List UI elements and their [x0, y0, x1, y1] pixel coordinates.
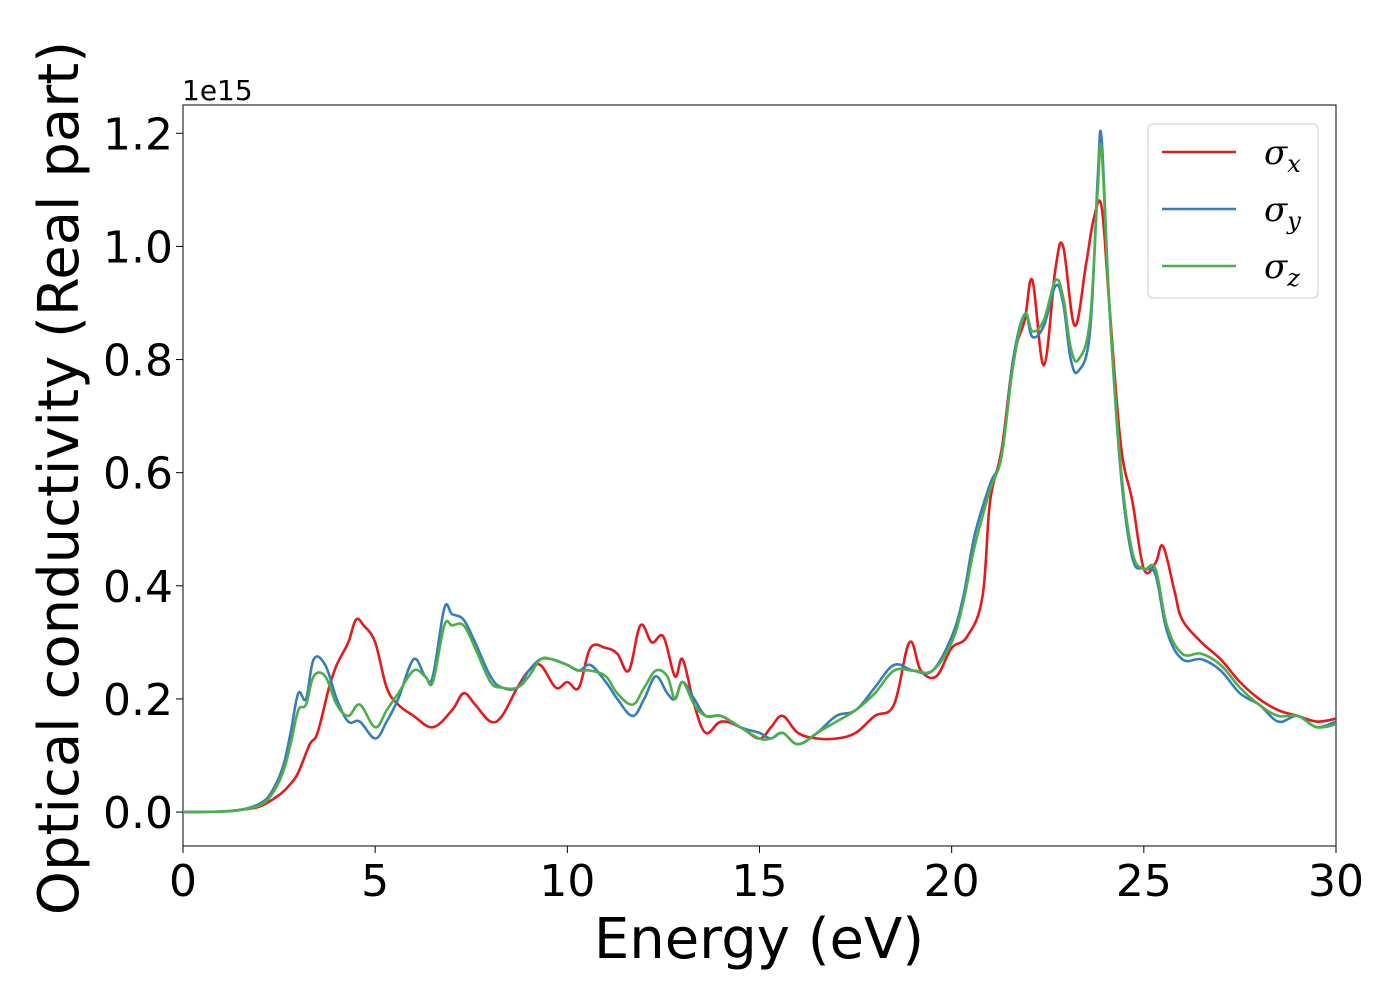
legend-label-y: σy — [1264, 190, 1301, 235]
legend-label-z: σz — [1264, 247, 1300, 292]
y-tick-label: 0.2 — [103, 675, 173, 726]
y-tick-label: 1.0 — [103, 222, 173, 273]
y-axis-offset-text: 1e15 — [182, 74, 253, 107]
plot-area — [182, 104, 1337, 847]
x-tick-label: 15 — [732, 856, 788, 907]
series-lines — [182, 129, 1337, 814]
x-tick-label: 10 — [539, 856, 595, 907]
x-tick-label: 25 — [1116, 856, 1172, 907]
x-tick-label: 20 — [924, 856, 980, 907]
x-tick-label: 0 — [169, 856, 197, 907]
x-axis-ticks: 0 5 10 15 20 25 30 — [169, 846, 1364, 907]
x-tick-label: 5 — [361, 856, 389, 907]
legend: σx σy σz — [1147, 123, 1319, 299]
y-tick-label: 0.8 — [103, 336, 173, 387]
x-axis-label: Energy (eV) — [594, 907, 924, 972]
y-tick-label: 0.0 — [103, 788, 173, 839]
y-axis-label: Optical conductivity (Real part) — [27, 41, 92, 915]
series-line-z — [182, 142, 1337, 814]
y-axis-ticks: 0.0 0.2 0.4 0.6 0.8 1.0 1.2 — [103, 109, 183, 839]
legend-box — [1147, 123, 1319, 299]
legend-label-x: σx — [1264, 133, 1301, 178]
y-tick-label: 0.4 — [103, 562, 173, 613]
x-tick-label: 30 — [1308, 856, 1364, 907]
y-tick-label: 0.6 — [103, 449, 173, 500]
y-tick-label: 1.2 — [103, 109, 173, 160]
